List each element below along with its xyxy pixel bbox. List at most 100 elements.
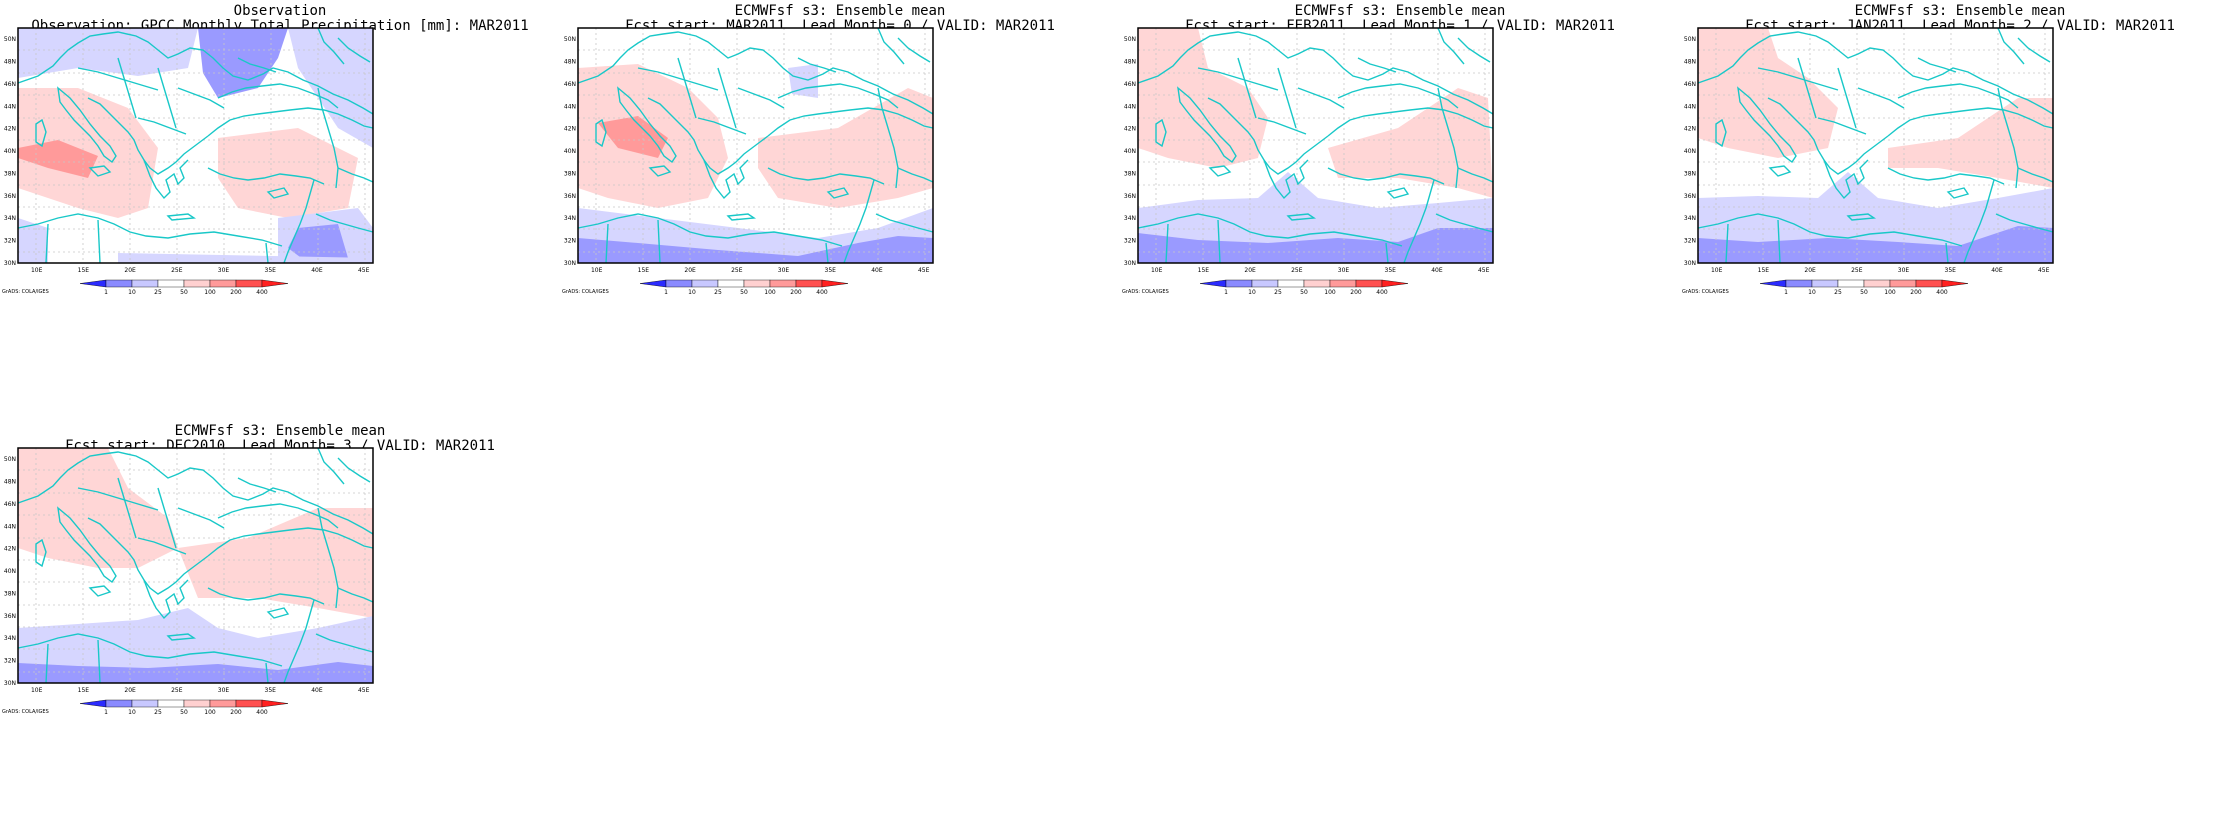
colorbar-segment	[131, 279, 159, 288]
credit-text: GrADS: COLA/IGES	[2, 709, 49, 715]
colorbar-label: 50	[180, 709, 188, 716]
lat-tick-label: 32N	[4, 238, 16, 245]
colorbar-label: 400	[816, 289, 828, 296]
credit-text: GrADS: COLA/IGES	[562, 289, 609, 295]
colorbar-label: 100	[204, 289, 216, 296]
colorbar-segment	[79, 279, 107, 288]
lat-tick-label: 36N	[4, 193, 16, 200]
lon-tick-label: 15E	[78, 267, 90, 274]
lat-tick-label: 34N	[1124, 215, 1136, 222]
panel-title: ECMWFsf s3: Ensemble mean	[1854, 3, 2066, 19]
lat-tick-label: 30N	[4, 680, 16, 687]
lat-tick-label: 38N	[4, 590, 16, 597]
lat-tick-label: 40N	[1684, 148, 1696, 155]
colorbar-label: 10	[128, 289, 136, 296]
colorbar-label: 50	[1300, 289, 1308, 296]
lon-tick-label: 45E	[1478, 267, 1490, 274]
colorbar-label: 10	[128, 709, 136, 716]
lat-tick-label: 42N	[1684, 126, 1696, 133]
colorbar-segment	[1355, 279, 1383, 288]
lat-tick-label: 50N	[1684, 36, 1696, 43]
lat-tick-label: 50N	[564, 36, 576, 43]
colorbar-label: 100	[1884, 289, 1896, 296]
lat-tick-label: 48N	[1684, 59, 1696, 66]
colorbar-segment	[1889, 279, 1917, 288]
lat-tick-label: 34N	[564, 215, 576, 222]
colorbar-segment	[209, 699, 237, 708]
lat-tick-label: 44N	[1124, 103, 1136, 110]
lon-tick-label: 10E	[1151, 267, 1163, 274]
colorbar-label: 1	[104, 289, 108, 296]
lat-tick-label: 40N	[4, 568, 16, 575]
colorbar-label: 1	[664, 289, 668, 296]
lat-tick-label: 42N	[1124, 126, 1136, 133]
lat-tick-label: 48N	[4, 59, 16, 66]
colorbar-segment	[261, 279, 289, 288]
precip-map: 10E 15E 20E 25E 30E 35E 40E 45E 30N 32N 34N 36N 38N 4…	[1682, 27, 2054, 296]
colorbar-label: 100	[1324, 289, 1336, 296]
lat-tick-label: 48N	[1124, 59, 1136, 66]
lon-tick-label: 10E	[31, 267, 43, 274]
lon-tick-label: 10E	[1711, 267, 1723, 274]
lat-tick-label: 30N	[1684, 260, 1696, 267]
lon-tick-label: 30E	[1898, 267, 1910, 274]
colorbar-segment	[261, 699, 289, 708]
precip-map: 10E 15E 20E 25E 30E 35E 40E 45E 30N 32N 34N 36N 38N 4…	[562, 27, 934, 296]
lat-tick-label: 50N	[4, 456, 16, 463]
colorbar-segment	[1785, 279, 1813, 288]
colorbar: 1 10 25 50 100 200 400	[79, 699, 289, 716]
colorbar-label: 1	[1224, 289, 1228, 296]
lon-tick-label: 30E	[778, 267, 790, 274]
colorbar: 1 10 25 50 100 200 400	[79, 279, 289, 296]
lat-tick-label: 42N	[4, 546, 16, 553]
colorbar-segment	[209, 279, 237, 288]
lat-tick-label: 36N	[564, 193, 576, 200]
lon-tick-label: 20E	[1244, 267, 1256, 274]
lon-tick-label: 25E	[1851, 267, 1863, 274]
lon-tick-label: 30E	[1338, 267, 1350, 274]
panel-title: ECMWFsf s3: Ensemble mean	[1294, 3, 1506, 19]
lat-tick-label: 40N	[4, 148, 16, 155]
colorbar-segment	[795, 279, 823, 288]
lon-tick-label: 35E	[825, 267, 837, 274]
lat-tick-label: 46N	[4, 501, 16, 508]
colorbar-label: 100	[204, 709, 216, 716]
colorbar-segment	[1199, 279, 1227, 288]
colorbar-segment	[105, 279, 133, 288]
lat-tick-label: 46N	[1124, 81, 1136, 88]
colorbar-segment	[1811, 279, 1839, 288]
lat-tick-label: 34N	[4, 215, 16, 222]
lat-tick-label: 38N	[4, 170, 16, 177]
lon-tick-label: 45E	[358, 687, 370, 694]
colorbar-segment	[1277, 279, 1305, 288]
lon-tick-label: 30E	[218, 267, 230, 274]
colorbar-label: 25	[154, 289, 162, 296]
colorbar-label: 400	[256, 709, 268, 716]
lat-tick-label: 48N	[4, 479, 16, 486]
lon-tick-label: 45E	[2038, 267, 2050, 274]
panel-title: ECMWFsf s3: Ensemble mean	[174, 423, 386, 439]
map-panel-lead-0: ECMWFsf s3: Ensemble mean Fcst start: MA…	[560, 0, 1120, 420]
colorbar-segment	[1303, 279, 1331, 288]
colorbar-label: 200	[1910, 289, 1922, 296]
colorbar-label: 25	[1274, 289, 1282, 296]
lat-tick-label: 34N	[4, 635, 16, 642]
lon-tick-label: 15E	[638, 267, 650, 274]
lat-tick-label: 32N	[4, 658, 16, 665]
lat-tick-label: 38N	[1124, 170, 1136, 177]
precip-map: 10E 15E 20E 25E 30E 35E 40E 45E 30N 32N 34N 36N 38N 4…	[1122, 27, 1494, 296]
lon-tick-label: 40E	[311, 267, 323, 274]
colorbar-segment	[691, 279, 719, 288]
colorbar-label: 200	[1350, 289, 1362, 296]
colorbar: 1 10 25 50 100 200 400	[1199, 279, 1409, 296]
lat-tick-label: 38N	[1684, 170, 1696, 177]
colorbar-label: 10	[1248, 289, 1256, 296]
colorbar-label: 10	[1808, 289, 1816, 296]
map-panel-lead-1: ECMWFsf s3: Ensemble mean Fcst start: FE…	[1120, 0, 1680, 420]
colorbar-label: 50	[180, 289, 188, 296]
colorbar-label: 400	[1376, 289, 1388, 296]
colorbar-segment	[1381, 279, 1409, 288]
colorbar-segment	[769, 279, 797, 288]
colorbar-segment	[157, 279, 185, 288]
colorbar-label: 400	[1936, 289, 1948, 296]
